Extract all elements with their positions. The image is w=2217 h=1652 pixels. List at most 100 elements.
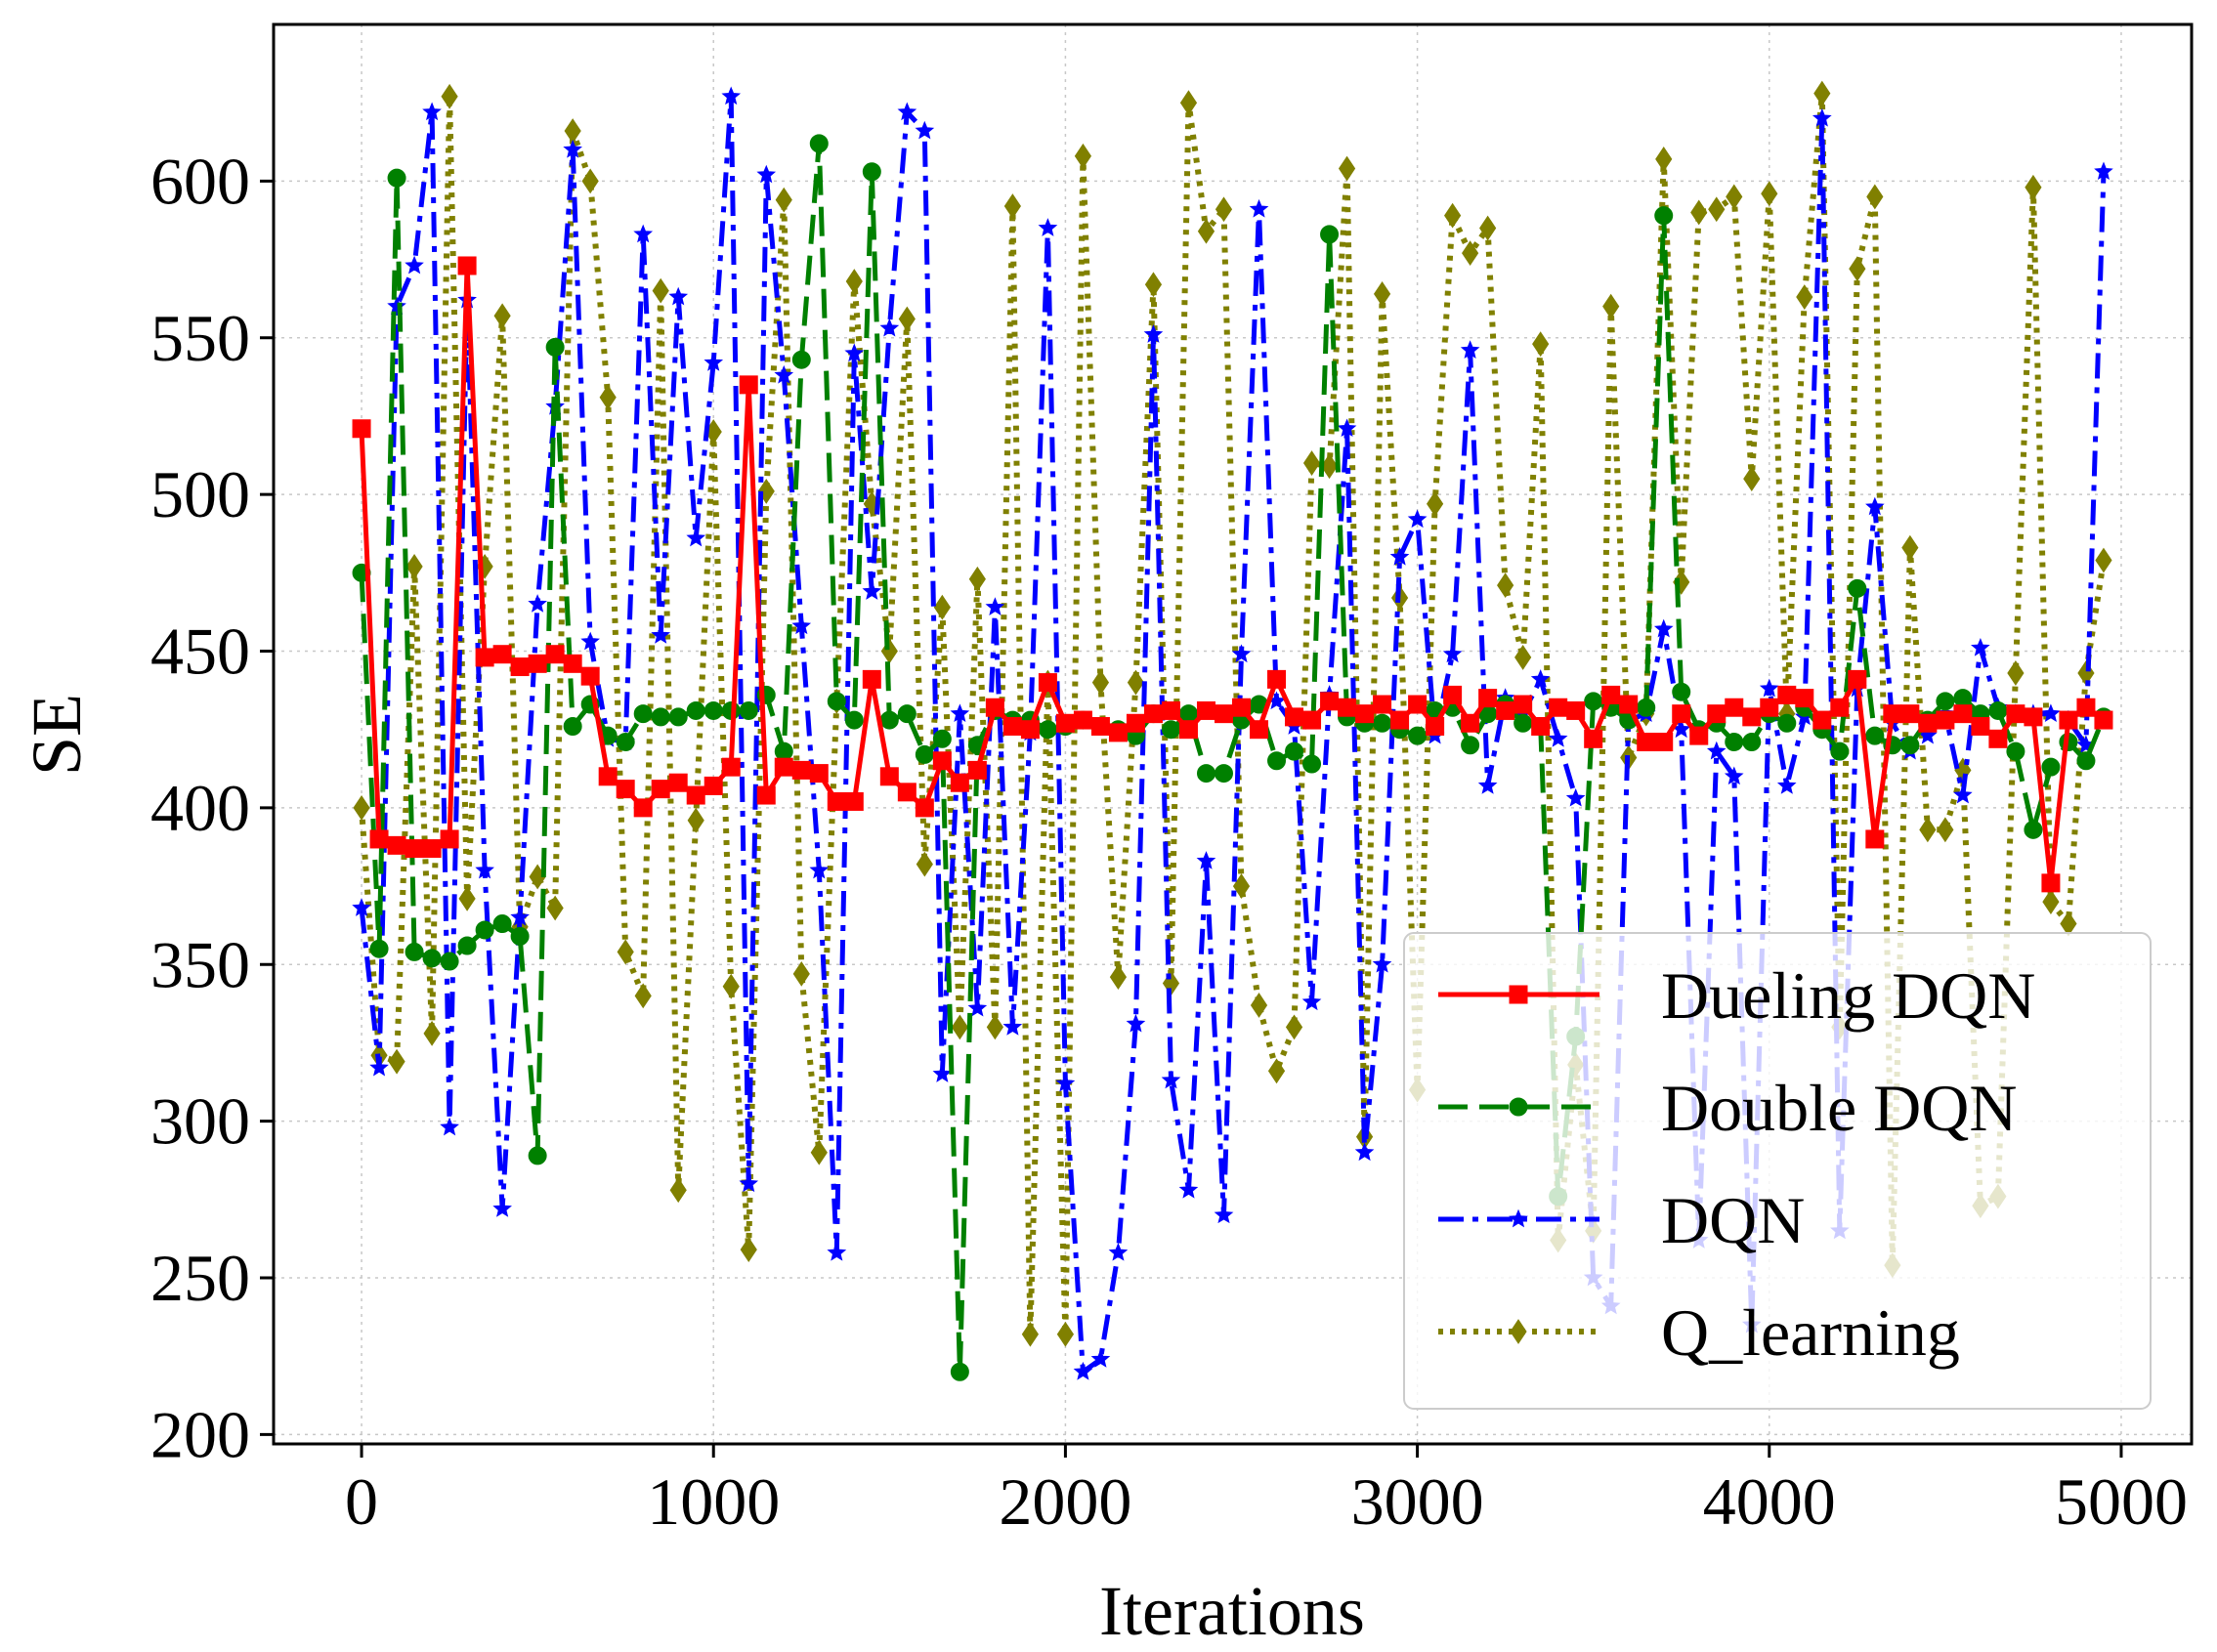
data-point-double-dqn [897,704,917,724]
data-point-double-dqn [915,744,934,764]
data-point-dueling-dqn [1461,713,1480,733]
data-point-q-learning [1074,143,1092,169]
data-point-dqn [1548,728,1568,747]
y-tick-label: 400 [150,771,250,845]
y-tick-label: 250 [150,1241,250,1315]
data-point-dqn [475,860,494,879]
data-point-dueling-dqn [580,666,600,686]
data-point-dqn [1090,1349,1111,1368]
data-point-double-dqn [739,700,758,720]
data-point-dqn [633,224,654,243]
data-point-dueling-dqn [2059,710,2078,730]
y-tick-label: 550 [150,301,250,375]
data-point-dqn [827,1242,847,1261]
data-point-dueling-dqn [1338,698,1357,717]
data-point-dqn [985,597,1005,615]
data-point-q-learning [1937,817,1954,843]
data-point-dqn [1776,776,1797,794]
data-point-dueling-dqn [1178,720,1198,740]
data-point-q-learning [2095,547,2112,573]
data-point-dqn [1161,1070,1181,1089]
data-point-double-dqn [1988,700,2008,720]
data-point-double-dqn [528,1146,547,1165]
data-point-dueling-dqn [1742,707,1762,727]
data-point-dueling-dqn [1672,704,1691,724]
data-point-dqn [405,255,424,275]
plot-frame [272,22,2194,1446]
data-point-dueling-dqn [1373,695,1392,714]
data-point-q-learning [1267,1058,1286,1084]
data-point-dueling-dqn [510,657,530,677]
data-point-dueling-dqn [1566,700,1586,720]
data-point-dueling-dqn [1478,689,1498,708]
data-point-dqn [879,318,900,337]
data-point-q-learning [1901,534,1919,561]
data-point-dueling-dqn [862,669,881,689]
data-point-double-dqn [1320,225,1340,244]
data-point-dueling-dqn [1584,729,1603,748]
data-point-q-learning [581,168,599,194]
legend-marker [1509,1208,1528,1228]
data-point-dqn [668,286,689,306]
data-point-q-learning [1285,1014,1303,1040]
legend-label: Dueling DQN [1661,958,2035,1033]
data-point-q-learning [1726,184,1743,210]
data-point-q-learning [1497,572,1514,599]
data-point-double-dqn [440,952,459,971]
data-point-q-learning [968,566,986,592]
data-point-q-learning [775,187,792,213]
data-point-dueling-dqn [1514,695,1533,714]
data-point-dqn [492,1199,512,1217]
data-point-double-dqn [774,741,793,761]
data-point-dqn [756,164,777,184]
data-point-dqn [1565,787,1586,807]
data-point-dueling-dqn [721,757,741,777]
data-point-dueling-dqn [1250,720,1269,740]
data-point-q-learning [1091,669,1110,696]
legend-box [1403,932,2152,1410]
data-point-dueling-dqn [651,780,670,799]
series-dueling-dqn [352,256,2113,893]
data-point-dqn [1178,1179,1199,1199]
data-point-double-dqn [844,710,864,730]
data-point-dqn [1653,618,1674,638]
data-point-dqn [1971,637,1990,657]
data-point-dqn [651,625,671,644]
data-point-q-learning [634,983,652,1009]
x-axis-label: Iterations [1099,1572,1365,1650]
data-point-dueling-dqn [1143,704,1163,724]
data-point-dueling-dqn [1090,716,1110,736]
data-point-q-learning [441,83,458,109]
data-point-dueling-dqn [1865,829,1885,849]
data-point-double-dqn [1830,741,1850,761]
data-point-dqn [1214,1205,1234,1224]
data-point-dueling-dqn [545,645,565,664]
data-point-dueling-dqn [950,773,969,792]
data-point-dueling-dqn [1073,710,1092,730]
data-point-dueling-dqn [1443,685,1463,704]
data-point-double-dqn [2006,741,2025,761]
legend: Dueling DQN Double DQN DQN Q_learning [1403,932,2152,1410]
data-point-dueling-dqn [1848,669,1867,689]
data-point-double-dqn [1161,720,1180,740]
data-point-q-learning [687,807,704,833]
data-point-dueling-dqn [686,785,705,805]
data-point-dueling-dqn [1689,726,1709,745]
data-point-double-dqn [2041,757,2061,777]
data-point-q-learning [1514,645,1532,670]
data-point-dueling-dqn [1900,704,1920,724]
y-tick-label: 300 [150,1084,250,1159]
data-point-q-learning [405,553,423,579]
data-point-dueling-dqn [1126,713,1145,733]
data-point-q-learning [546,895,564,921]
data-point-dqn [1126,1013,1146,1033]
data-point-q-learning [1813,80,1831,106]
data-point-q-learning [1849,256,1866,282]
data-point-dueling-dqn [1812,710,1832,730]
data-point-dqn [1249,198,1269,218]
data-point-dueling-dqn [1725,698,1744,717]
data-point-dueling-dqn [827,791,846,811]
data-point-double-dqn [1637,698,1656,717]
data-point-dueling-dqn [1214,704,1233,724]
data-point-dueling-dqn [1267,669,1287,689]
